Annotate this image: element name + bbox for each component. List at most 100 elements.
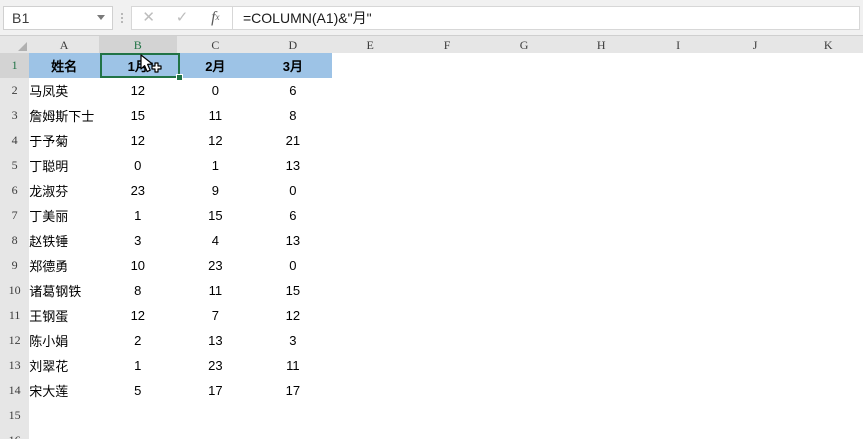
cell-C10[interactable]: 11 xyxy=(176,278,255,303)
cell-B2[interactable]: 12 xyxy=(99,78,177,103)
cell-H13[interactable] xyxy=(562,353,640,378)
cell-G10[interactable] xyxy=(485,278,563,303)
cell-K11[interactable] xyxy=(793,303,863,328)
row-header-15[interactable]: 15 xyxy=(0,403,30,428)
cell-J2[interactable] xyxy=(716,78,794,103)
column-header-b[interactable]: B xyxy=(99,36,177,53)
cell-E7[interactable] xyxy=(331,203,409,228)
row-header-16[interactable]: 16 xyxy=(0,428,30,439)
cell-C7[interactable]: 15 xyxy=(176,203,255,228)
cell-B16[interactable] xyxy=(99,428,177,439)
cell-K1[interactable] xyxy=(793,53,863,78)
cell-K10[interactable] xyxy=(793,278,863,303)
row-header-13[interactable]: 13 xyxy=(0,353,30,378)
cell-C13[interactable]: 23 xyxy=(176,353,255,378)
cell-J16[interactable] xyxy=(716,428,794,439)
cell-D12[interactable]: 3 xyxy=(254,328,332,353)
cell-C3[interactable]: 11 xyxy=(176,103,255,128)
cell-I5[interactable] xyxy=(639,153,717,178)
cell-K4[interactable] xyxy=(793,128,863,153)
cell-F2[interactable] xyxy=(408,78,486,103)
cell-J10[interactable] xyxy=(716,278,794,303)
cell-C8[interactable]: 4 xyxy=(176,228,255,253)
row-header-7[interactable]: 7 xyxy=(0,203,30,228)
spreadsheet-grid[interactable]: A B C D E F G H I J K 1 姓名 1月 2月 3月 2 马凤英 12 0 6 3 詹姆斯下士 15 11 8 4… xyxy=(0,36,863,439)
cell-B10[interactable]: 8 xyxy=(99,278,177,303)
cell-E14[interactable] xyxy=(331,378,409,403)
cell-E8[interactable] xyxy=(331,228,409,253)
cell-D5[interactable]: 13 xyxy=(254,153,332,178)
cell-C9[interactable]: 23 xyxy=(176,253,255,278)
cell-F7[interactable] xyxy=(408,203,486,228)
cell-I12[interactable] xyxy=(639,328,717,353)
select-all-corner[interactable] xyxy=(0,36,30,53)
cell-D8[interactable]: 13 xyxy=(254,228,332,253)
cell-B3[interactable]: 15 xyxy=(99,103,177,128)
cell-E15[interactable] xyxy=(331,403,409,428)
formula-input[interactable]: =COLUMN(A1)&"月" xyxy=(233,5,860,30)
cell-E12[interactable] xyxy=(331,328,409,353)
cell-F5[interactable] xyxy=(408,153,486,178)
cell-C11[interactable]: 7 xyxy=(176,303,255,328)
column-header-i[interactable]: I xyxy=(639,36,717,53)
cell-E4[interactable] xyxy=(331,128,409,153)
cell-A13[interactable]: 刘翠花 xyxy=(29,353,100,378)
cell-F10[interactable] xyxy=(408,278,486,303)
cell-I16[interactable] xyxy=(639,428,717,439)
cell-A6[interactable]: 龙淑芬 xyxy=(29,178,100,203)
cell-G3[interactable] xyxy=(485,103,563,128)
cell-B9[interactable]: 10 xyxy=(99,253,177,278)
cell-B7[interactable]: 1 xyxy=(99,203,177,228)
cell-E5[interactable] xyxy=(331,153,409,178)
cell-A11[interactable]: 王钢蛋 xyxy=(29,303,100,328)
row-header-8[interactable]: 8 xyxy=(0,228,30,253)
cell-H4[interactable] xyxy=(562,128,640,153)
cell-C14[interactable]: 17 xyxy=(176,378,255,403)
cell-G1[interactable] xyxy=(485,53,563,78)
cell-J1[interactable] xyxy=(716,53,794,78)
cell-I10[interactable] xyxy=(639,278,717,303)
cell-E16[interactable] xyxy=(331,428,409,439)
cell-H9[interactable] xyxy=(562,253,640,278)
row-header-10[interactable]: 10 xyxy=(0,278,30,303)
cell-F6[interactable] xyxy=(408,178,486,203)
cell-F15[interactable] xyxy=(408,403,486,428)
cell-F3[interactable] xyxy=(408,103,486,128)
cell-G5[interactable] xyxy=(485,153,563,178)
cell-H5[interactable] xyxy=(562,153,640,178)
cell-F1[interactable] xyxy=(408,53,486,78)
cell-D10[interactable]: 15 xyxy=(254,278,332,303)
cell-G11[interactable] xyxy=(485,303,563,328)
cell-H2[interactable] xyxy=(562,78,640,103)
cell-G12[interactable] xyxy=(485,328,563,353)
column-header-k[interactable]: K xyxy=(793,36,863,53)
cell-G8[interactable] xyxy=(485,228,563,253)
column-header-d[interactable]: D xyxy=(254,36,332,53)
cell-A14[interactable]: 宋大莲 xyxy=(29,378,100,403)
cell-B13[interactable]: 1 xyxy=(99,353,177,378)
column-header-h[interactable]: H xyxy=(562,36,640,53)
cell-J9[interactable] xyxy=(716,253,794,278)
cell-J6[interactable] xyxy=(716,178,794,203)
cell-B11[interactable]: 12 xyxy=(99,303,177,328)
cell-C1[interactable]: 2月 xyxy=(176,53,255,78)
cell-D4[interactable]: 21 xyxy=(254,128,332,153)
cell-J14[interactable] xyxy=(716,378,794,403)
cell-K12[interactable] xyxy=(793,328,863,353)
name-box[interactable]: B1 xyxy=(3,5,113,30)
cell-F11[interactable] xyxy=(408,303,486,328)
row-header-11[interactable]: 11 xyxy=(0,303,30,328)
row-header-5[interactable]: 5 xyxy=(0,153,30,178)
cell-K13[interactable] xyxy=(793,353,863,378)
cell-H7[interactable] xyxy=(562,203,640,228)
cell-B6[interactable]: 23 xyxy=(99,178,177,203)
cell-C15[interactable] xyxy=(176,403,255,428)
cell-J11[interactable] xyxy=(716,303,794,328)
cell-G6[interactable] xyxy=(485,178,563,203)
cell-B15[interactable] xyxy=(99,403,177,428)
row-header-1[interactable]: 1 xyxy=(0,53,30,78)
cell-I15[interactable] xyxy=(639,403,717,428)
cell-E9[interactable] xyxy=(331,253,409,278)
cell-D6[interactable]: 0 xyxy=(254,178,332,203)
cell-F4[interactable] xyxy=(408,128,486,153)
